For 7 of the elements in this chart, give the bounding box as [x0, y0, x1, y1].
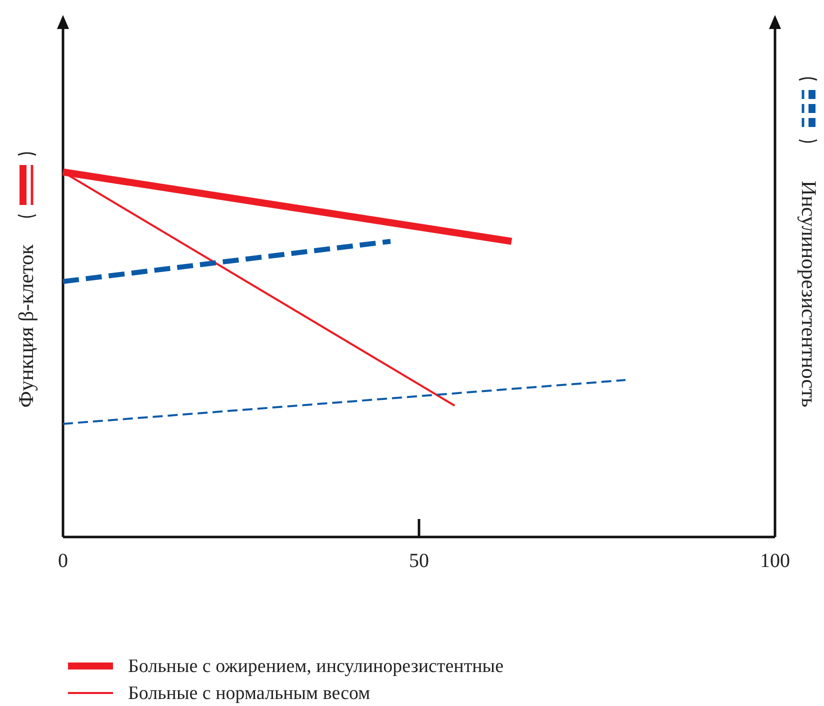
legend-label: Больные с ожирением, инсулинорезистентные: [128, 656, 504, 677]
legend-label: Больные с нормальным весом: [128, 683, 370, 704]
x-tick-label: 0: [58, 550, 68, 572]
x-tick-label: 50: [409, 550, 429, 572]
x-tick-label: 100: [760, 550, 790, 572]
y2-axis-title: Инсулинорезистентность: [797, 180, 821, 408]
y-axis-title: Функция β-клеток: [14, 244, 38, 408]
